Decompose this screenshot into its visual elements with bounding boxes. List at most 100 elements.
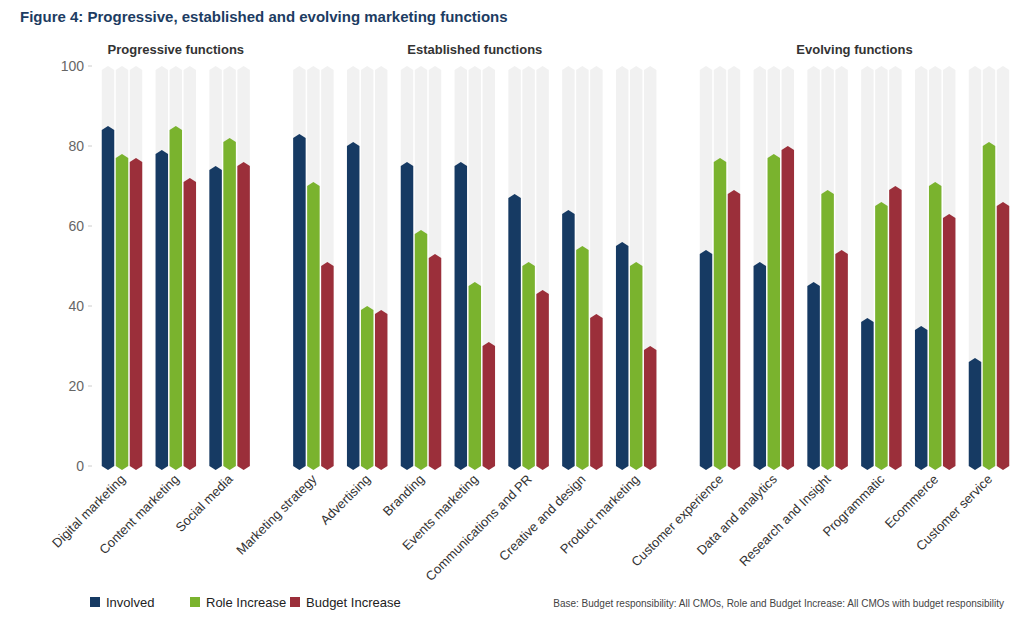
- bar-track: [223, 66, 236, 470]
- y-tick-label: 60: [68, 218, 84, 234]
- bar-track: [429, 66, 442, 470]
- bar: [536, 290, 549, 470]
- bar-track: [347, 66, 360, 470]
- bar-track: [861, 66, 874, 470]
- bar-track: [562, 66, 575, 470]
- bar: [835, 250, 848, 470]
- bar: [754, 262, 767, 470]
- bar: [915, 326, 928, 470]
- x-tick-label: Branding: [380, 472, 427, 519]
- bar-track: [969, 66, 982, 470]
- bar-track: [875, 66, 888, 470]
- bar: [875, 202, 888, 470]
- bar: [184, 178, 197, 470]
- bar: [401, 162, 414, 470]
- title: Figure 4: Progressive, established and e…: [20, 8, 508, 25]
- bar: [644, 346, 657, 470]
- x-tick-label: Ecommerce: [882, 472, 942, 532]
- legend-swatch: [90, 597, 100, 607]
- y-tick: [88, 466, 92, 467]
- bar-track: [170, 66, 183, 470]
- y-tick: [88, 306, 92, 307]
- y-tick-label: 20: [68, 378, 84, 394]
- bar: [861, 318, 874, 470]
- bar: [209, 166, 222, 470]
- group-label: Progressive functions: [108, 42, 245, 57]
- bar: [102, 126, 115, 470]
- bar-track: [483, 66, 496, 470]
- bar-track: [536, 66, 549, 470]
- bar-track: [576, 66, 589, 470]
- bar-track: [835, 66, 848, 470]
- bar: [469, 282, 482, 470]
- x-tick-label: Content marketing: [96, 472, 182, 558]
- x-tick-label: Advertising: [317, 472, 373, 528]
- y-tick-label: 0: [76, 458, 84, 474]
- bar: [156, 150, 169, 470]
- bar: [821, 190, 834, 470]
- bar: [943, 214, 956, 470]
- y-tick-label: 80: [68, 138, 84, 154]
- bar: [807, 282, 820, 470]
- bar-track: [754, 66, 767, 470]
- bar: [307, 182, 320, 470]
- bar: [237, 162, 250, 470]
- bar: [455, 162, 468, 470]
- x-tick-label: Research and Insight: [736, 471, 834, 569]
- legend-label: Budget Increase: [306, 595, 401, 610]
- bar: [415, 230, 428, 470]
- bar-track: [184, 66, 197, 470]
- group-label: Evolving functions: [796, 42, 912, 57]
- x-tick-label: Programmatic: [820, 471, 888, 539]
- bar-track: [644, 66, 657, 470]
- y-tick: [88, 226, 92, 227]
- bar-track: [455, 66, 468, 470]
- x-tick-label: Product marketing: [557, 472, 642, 557]
- bar-track: [321, 66, 334, 470]
- bar: [508, 194, 520, 470]
- bar-track: [983, 66, 996, 470]
- bars: [102, 126, 1010, 470]
- bar: [728, 190, 741, 470]
- bar: [483, 342, 496, 470]
- bar-track: [130, 66, 143, 470]
- bar-track: [915, 66, 928, 470]
- bar: [347, 142, 360, 470]
- x-tick-label: Customer service: [913, 472, 995, 554]
- bar: [983, 142, 996, 470]
- bar-track: [700, 66, 713, 470]
- bar-track: [307, 66, 320, 470]
- x-tick-label: Customer experience: [628, 472, 726, 570]
- bar-track: [929, 66, 942, 470]
- bar-track: [997, 66, 1010, 470]
- legend-label: Role Increase: [206, 595, 286, 610]
- y-tick: [88, 66, 92, 67]
- bar-track: [522, 66, 535, 470]
- bar: [616, 242, 629, 470]
- x-tick-label: Social media: [172, 471, 236, 535]
- bar-track: [782, 66, 795, 470]
- bar-track: [714, 66, 727, 470]
- bar: [223, 138, 236, 470]
- bar-track: [469, 66, 482, 470]
- bar-track: [116, 66, 129, 470]
- bar: [522, 262, 535, 470]
- bar: [293, 134, 306, 470]
- bar-track: [630, 66, 643, 470]
- bar: [889, 186, 902, 470]
- bar: [170, 126, 183, 470]
- bar: [321, 262, 334, 470]
- bar-track: [807, 66, 820, 470]
- x-tick-label: Marketing strategy: [233, 471, 320, 558]
- chart: Figure 4: Progressive, established and e…: [0, 0, 1024, 620]
- bar: [361, 306, 374, 470]
- bar-track: [943, 66, 956, 470]
- legend-label: Involved: [106, 595, 154, 610]
- bar: [714, 158, 727, 470]
- bar: [130, 158, 143, 470]
- bar-track: [102, 66, 115, 470]
- bar: [969, 358, 982, 470]
- group-label: Established functions: [407, 42, 542, 57]
- bar-track: [590, 66, 603, 470]
- bar-track: [293, 66, 306, 470]
